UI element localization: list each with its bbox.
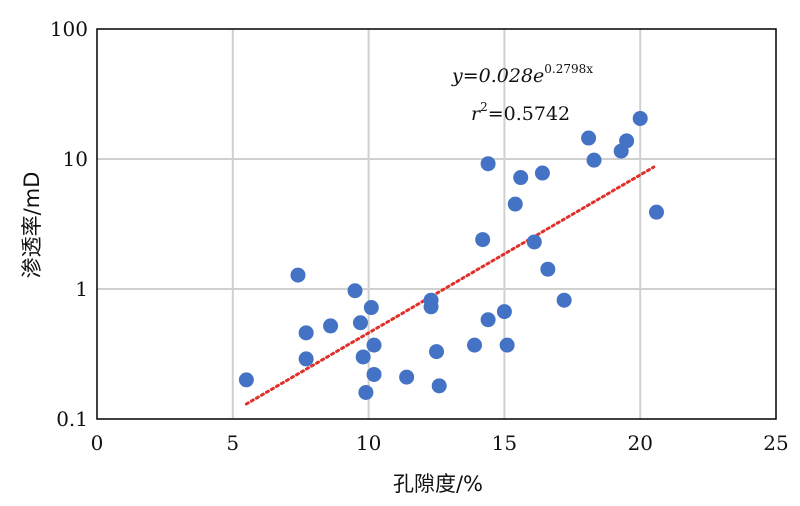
data-point	[399, 369, 415, 385]
r-squared-text: r2=0.5742	[471, 100, 570, 125]
trendline-group	[244, 165, 656, 406]
y-tick-label: 10	[63, 147, 88, 171]
data-point	[366, 337, 382, 353]
equation-exponent: 0.2798x	[544, 62, 593, 76]
data-point	[355, 349, 371, 365]
x-tick-label: 0	[91, 431, 104, 455]
equation-prefix: y=0.028e	[451, 65, 544, 87]
y-axis-title: 渗透率/mD	[20, 172, 44, 279]
data-point	[347, 283, 363, 299]
data-point	[429, 344, 444, 360]
x-tick-label: 25	[763, 431, 788, 455]
data-point	[467, 337, 483, 353]
plot-frame	[96, 28, 777, 420]
data-point	[323, 318, 339, 334]
trendline	[244, 165, 656, 406]
x-axis-title: 孔隙度/%	[393, 472, 483, 496]
data-point	[540, 261, 556, 277]
data-point	[499, 337, 515, 353]
data-point	[632, 110, 648, 126]
data-point	[496, 304, 512, 320]
data-point	[480, 312, 496, 328]
data-point	[619, 133, 635, 149]
data-point	[238, 372, 254, 388]
x-tick-label: 20	[627, 431, 652, 455]
x-tick-label: 15	[492, 431, 517, 455]
r-squared-label: r	[471, 103, 482, 125]
x-tick-label: 5	[226, 431, 239, 455]
data-point	[534, 165, 550, 181]
data-point	[431, 378, 447, 394]
data-point	[298, 325, 314, 341]
data-point	[513, 170, 529, 186]
data-point	[475, 232, 491, 248]
data-point	[648, 204, 664, 220]
grid-lines	[97, 29, 776, 419]
y-tick-label: 1	[75, 277, 88, 301]
data-point	[352, 315, 368, 331]
data-point	[507, 196, 523, 212]
data-point	[556, 292, 572, 308]
y-tick-label: 0.1	[56, 407, 88, 431]
data-point	[363, 300, 379, 316]
equation-annotation: y=0.028e0.2798x r2=0.5742	[451, 62, 593, 125]
data-point	[366, 366, 382, 382]
x-tick-label: 10	[356, 431, 381, 455]
data-points	[238, 110, 664, 400]
data-point	[298, 351, 314, 367]
data-point	[581, 130, 597, 146]
r-squared-sup: 2	[480, 100, 488, 114]
r-squared-value: =0.5742	[488, 103, 570, 125]
y-tick-label: 100	[50, 17, 88, 41]
equation-text: y=0.028e0.2798x	[451, 62, 593, 87]
data-point	[480, 156, 496, 172]
data-point	[358, 384, 374, 400]
data-point	[526, 234, 542, 250]
data-point	[586, 152, 602, 168]
data-point	[423, 299, 439, 315]
x-tick-labels: 0 5 10 15 20 25	[91, 431, 789, 455]
data-point	[290, 267, 306, 283]
y-tick-labels: 0.1 1 10 100	[50, 17, 88, 431]
